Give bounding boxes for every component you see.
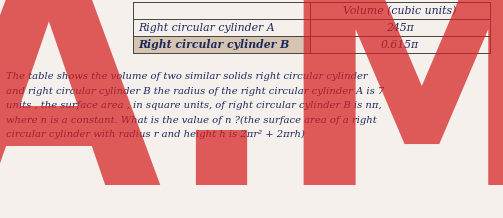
Text: where n is a constant. What is the value of n ?(the surface area of a right: where n is a constant. What is the value… — [6, 116, 377, 125]
Text: and right circular cylinder B the radius of the right circular cylinder A is 7: and right circular cylinder B the radius… — [6, 87, 384, 95]
Text: circular cylinder with radius r and height h is 2πr² + 2πrh): circular cylinder with radius r and heig… — [6, 130, 305, 139]
Bar — [133, 36, 310, 53]
Text: Volume (cubic units): Volume (cubic units) — [344, 6, 457, 16]
Text: 0.615π: 0.615π — [381, 40, 419, 50]
Text: 245π: 245π — [386, 23, 414, 33]
Text: Right circular cylinder A: Right circular cylinder A — [138, 23, 275, 33]
Text: The table shows the volume of two similar solids right circular cylinder: The table shows the volume of two simila… — [6, 72, 368, 81]
Text: Right circular cylinder B: Right circular cylinder B — [138, 39, 289, 50]
Text: units , the surface area , in square units, of right circular cylinder B is nπ,: units , the surface area , in square uni… — [6, 101, 382, 110]
